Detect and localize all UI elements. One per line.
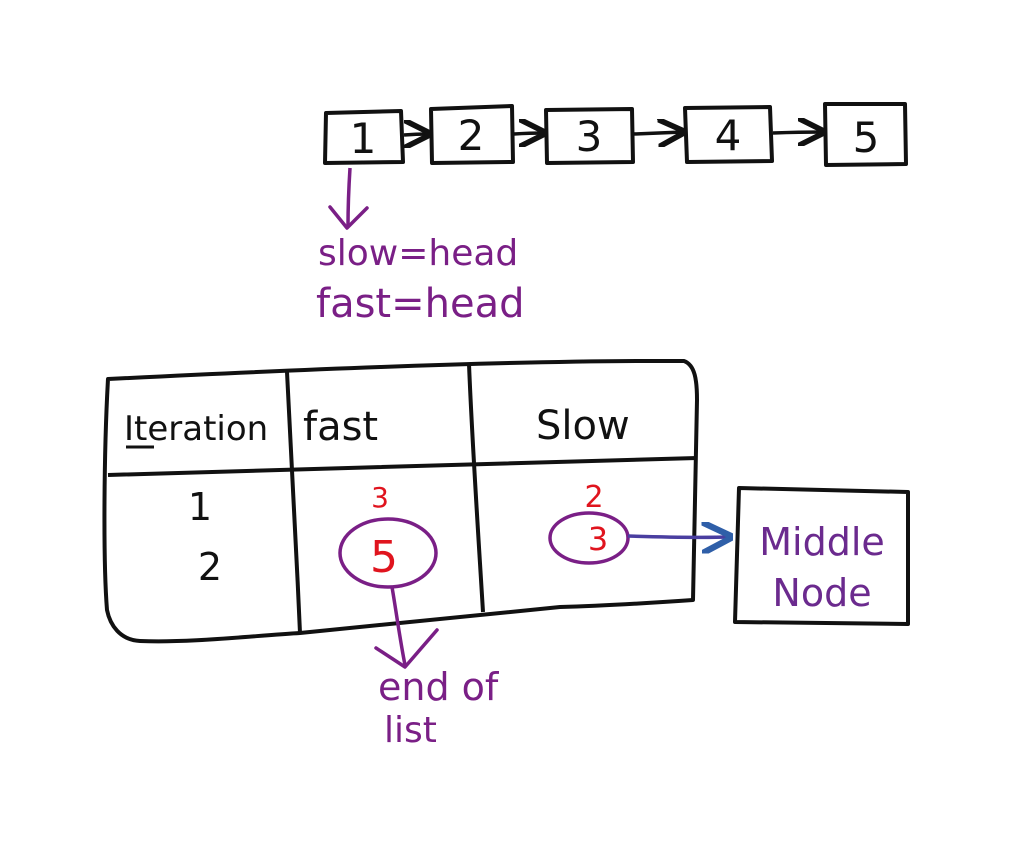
fast-value: 5 xyxy=(370,532,398,583)
middle-node-label-line1: Middle xyxy=(759,520,885,564)
iteration-value: 1 xyxy=(188,485,212,529)
slow-value: 2 xyxy=(584,480,603,515)
iteration-table: Iteration fast Slow 1 3 2 2 5 3 xyxy=(102,358,699,644)
table-border xyxy=(102,358,699,644)
next-arrow xyxy=(772,132,823,133)
list-node-4: 4 xyxy=(683,105,774,164)
next-arrow xyxy=(513,133,544,134)
slow-final-circle xyxy=(548,511,630,565)
list-node-5: 5 xyxy=(823,102,908,167)
head-pointer-arrow xyxy=(346,167,352,227)
list-node-value: 5 xyxy=(853,113,880,162)
slow-value: 3 xyxy=(588,520,608,558)
list-node-value: 3 xyxy=(576,112,603,161)
header-slow: Slow xyxy=(536,403,630,449)
linked-list: 1 2 3 4 5 xyxy=(323,102,908,167)
column-divider xyxy=(467,363,485,613)
pointer-init: slow=head fast=head xyxy=(316,167,525,327)
next-arrow xyxy=(404,134,429,135)
middle-node-annotation: Middle Node xyxy=(627,486,910,626)
end-of-list-line1: end of xyxy=(378,665,500,709)
header-divider xyxy=(107,456,698,477)
middle-node-label-line2: Node xyxy=(772,571,871,615)
fast-final-circle xyxy=(338,517,438,589)
list-node-value: 1 xyxy=(350,114,377,163)
fast-pointer-label: fast=head xyxy=(316,281,525,327)
list-node-value: 2 xyxy=(458,111,485,160)
list-node-1: 1 xyxy=(323,109,405,165)
iteration-value: 2 xyxy=(198,545,222,589)
list-node-3: 3 xyxy=(544,107,635,165)
head-pointer-arrowhead xyxy=(328,205,369,230)
end-of-list-arrow xyxy=(390,586,407,666)
header-iteration: Iteration xyxy=(124,409,268,449)
header-fast: fast xyxy=(303,404,378,450)
end-of-list-annotation: end of list xyxy=(374,586,500,751)
list-node-2: 2 xyxy=(429,104,515,165)
slow-pointer-label: slow=head xyxy=(318,233,518,274)
middle-node-arrow xyxy=(627,536,730,537)
column-divider xyxy=(285,371,302,634)
list-node-value: 4 xyxy=(715,111,742,160)
next-arrow xyxy=(633,132,683,134)
fast-value: 3 xyxy=(371,481,389,514)
end-of-list-arrowhead xyxy=(374,628,439,669)
end-of-list-line2: list xyxy=(384,710,437,751)
middle-node-box xyxy=(733,486,910,626)
